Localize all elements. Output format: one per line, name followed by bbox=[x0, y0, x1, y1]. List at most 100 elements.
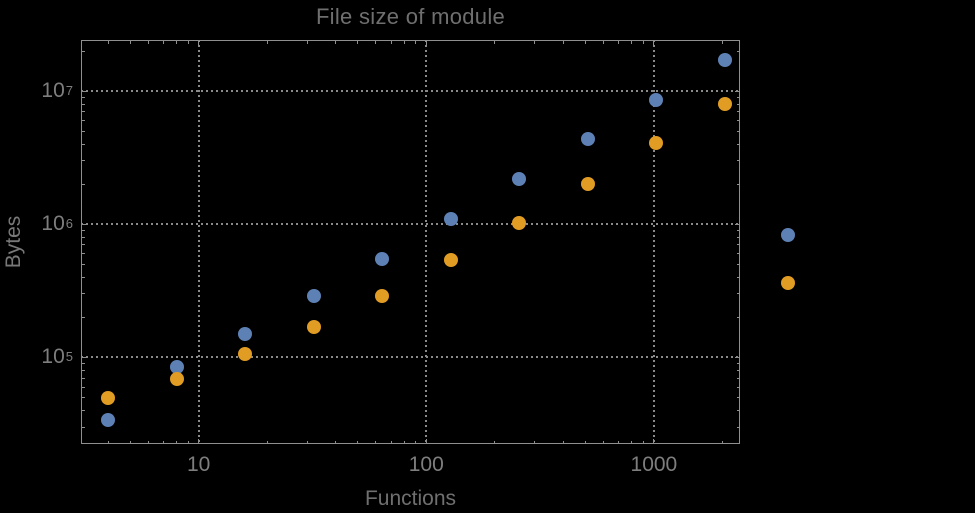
y-minor-tick-right bbox=[737, 143, 740, 145]
x-minor-tick-top bbox=[306, 41, 308, 44]
x-minor-tick-bottom bbox=[584, 441, 586, 444]
x-minor-tick-top bbox=[642, 41, 644, 44]
point-orange-x1024 bbox=[649, 136, 664, 151]
point-blue-x32 bbox=[306, 289, 321, 304]
x-minor-tick-top bbox=[494, 41, 496, 44]
y-minor-tick-left bbox=[82, 363, 85, 365]
y-minor-tick-left bbox=[82, 253, 85, 255]
point-orange-x128 bbox=[443, 253, 458, 268]
x-minor-tick-bottom bbox=[147, 441, 149, 444]
y-minor-tick-left bbox=[82, 276, 85, 278]
point-blue-x1024 bbox=[649, 93, 664, 108]
y-minor-tick-left bbox=[82, 386, 85, 388]
y-minor-tick-left bbox=[82, 96, 85, 98]
x-minor-tick-top bbox=[375, 41, 377, 44]
x-minor-tick-top bbox=[335, 41, 337, 44]
x-major-tick-top bbox=[653, 41, 655, 46]
x-minor-tick-bottom bbox=[357, 441, 359, 444]
y-tick-label-10^5: 10 5 bbox=[41, 345, 73, 369]
y-minor-tick-right bbox=[737, 276, 740, 278]
point-orange-x512 bbox=[580, 177, 595, 192]
x-minor-tick-top bbox=[107, 41, 109, 44]
y-minor-tick-right bbox=[737, 244, 740, 246]
y-minor-tick-right bbox=[737, 130, 740, 132]
y-minor-tick-right bbox=[737, 160, 740, 162]
point-blue-x3900 bbox=[781, 228, 796, 243]
x-minor-tick-top bbox=[403, 41, 405, 44]
y-minor-tick-left bbox=[82, 409, 85, 411]
y-minor-tick-right bbox=[737, 397, 740, 399]
y-minor-tick-right bbox=[737, 263, 740, 265]
y-major-tick-right bbox=[735, 223, 740, 225]
y-minor-tick-left bbox=[82, 229, 85, 231]
x-minor-tick-bottom bbox=[642, 441, 644, 444]
y-minor-tick-right bbox=[737, 316, 740, 318]
x-tick-label-100: 100 bbox=[408, 453, 444, 476]
point-blue-x64 bbox=[375, 252, 390, 267]
x-minor-tick-bottom bbox=[266, 441, 268, 444]
point-blue-x256 bbox=[512, 172, 527, 187]
y-minor-tick-right bbox=[737, 369, 740, 371]
y-major-tick-right bbox=[735, 90, 740, 92]
y-minor-tick-right bbox=[737, 103, 740, 105]
x-minor-tick-bottom bbox=[187, 441, 189, 444]
y-minor-tick-left bbox=[82, 103, 85, 105]
y-minor-tick-left bbox=[82, 369, 85, 371]
gridline-y-1e7 bbox=[81, 90, 740, 93]
x-minor-tick-top bbox=[176, 41, 178, 44]
x-minor-tick-bottom bbox=[403, 441, 405, 444]
point-orange-x2048 bbox=[717, 97, 732, 112]
y-minor-tick-left bbox=[82, 130, 85, 132]
x-minor-tick-bottom bbox=[335, 441, 337, 444]
y-minor-tick-left bbox=[82, 111, 85, 113]
gridline-x-10 bbox=[197, 40, 200, 444]
x-minor-tick-bottom bbox=[129, 441, 131, 444]
y-minor-tick-right bbox=[737, 111, 740, 113]
x-minor-tick-top bbox=[266, 41, 268, 44]
y-major-tick-left bbox=[82, 90, 87, 92]
y-minor-tick-right bbox=[737, 293, 740, 295]
x-minor-tick-top bbox=[390, 41, 392, 44]
y-tick-label-10^6: 10 6 bbox=[41, 212, 73, 236]
x-minor-tick-top bbox=[357, 41, 359, 44]
y-minor-tick-left bbox=[82, 120, 85, 122]
y-minor-tick-left bbox=[82, 316, 85, 318]
y-minor-tick-left bbox=[82, 397, 85, 399]
y-major-tick-left bbox=[82, 223, 87, 225]
y-minor-tick-right bbox=[737, 236, 740, 238]
plot-frame bbox=[81, 40, 740, 444]
y-minor-tick-right bbox=[737, 96, 740, 98]
x-minor-tick-bottom bbox=[162, 441, 164, 444]
x-minor-tick-bottom bbox=[602, 441, 604, 444]
y-major-tick-left bbox=[82, 356, 87, 358]
y-minor-tick-right bbox=[737, 183, 740, 185]
y-minor-tick-left bbox=[82, 293, 85, 295]
x-axis-label: Functions bbox=[364, 487, 457, 510]
x-minor-tick-bottom bbox=[390, 441, 392, 444]
y-minor-tick-left bbox=[82, 377, 85, 379]
x-minor-tick-top bbox=[129, 41, 131, 44]
point-orange-x32 bbox=[306, 320, 321, 335]
point-orange-x256 bbox=[512, 215, 527, 230]
x-minor-tick-top bbox=[162, 41, 164, 44]
y-minor-tick-right bbox=[737, 426, 740, 428]
y-minor-tick-left bbox=[82, 143, 85, 145]
x-minor-tick-bottom bbox=[721, 441, 723, 444]
x-minor-tick-top bbox=[147, 41, 149, 44]
y-minor-tick-left bbox=[82, 236, 85, 238]
y-minor-tick-right bbox=[737, 377, 740, 379]
gridline-y-1e6 bbox=[81, 223, 740, 226]
y-minor-tick-right bbox=[737, 363, 740, 365]
x-minor-tick-top bbox=[534, 41, 536, 44]
y-major-tick-right bbox=[735, 356, 740, 358]
x-minor-tick-top bbox=[562, 41, 564, 44]
x-minor-tick-bottom bbox=[534, 441, 536, 444]
x-minor-tick-bottom bbox=[375, 441, 377, 444]
x-major-tick-bottom bbox=[198, 439, 200, 444]
y-minor-tick-left bbox=[82, 160, 85, 162]
point-orange-x4 bbox=[101, 391, 116, 406]
point-blue-x4 bbox=[101, 412, 116, 427]
y-minor-tick-left bbox=[82, 183, 85, 185]
y-minor-tick-left bbox=[82, 426, 85, 428]
